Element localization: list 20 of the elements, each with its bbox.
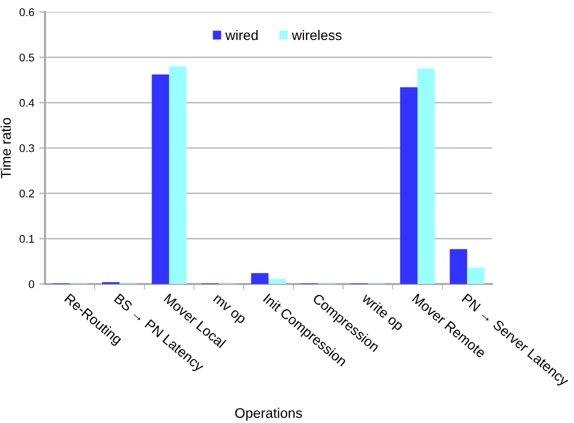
y-tick-label: 0 (28, 280, 34, 288)
bar (467, 268, 485, 284)
bar (450, 249, 468, 284)
bar (418, 68, 435, 284)
y-tick-label: 0.1 (20, 234, 34, 243)
legend-label: wireless (292, 30, 342, 40)
y-tick-label: 0.3 (20, 144, 34, 152)
y-axis-title: Time ratio (0, 118, 11, 178)
y-tick-label: 0.5 (20, 54, 34, 62)
y-tick-label: 0.6 (20, 8, 34, 16)
bar (169, 66, 187, 284)
legend-label: wired (225, 30, 258, 40)
y-tick-label: 0.2 (20, 190, 34, 198)
bar (400, 87, 418, 284)
bar (268, 279, 286, 284)
y-tick-label: 0.4 (20, 98, 34, 107)
bar (251, 273, 268, 284)
x-tick-label: mv op (211, 294, 246, 326)
x-axis-title: Operations (235, 408, 302, 421)
bar (152, 74, 170, 284)
